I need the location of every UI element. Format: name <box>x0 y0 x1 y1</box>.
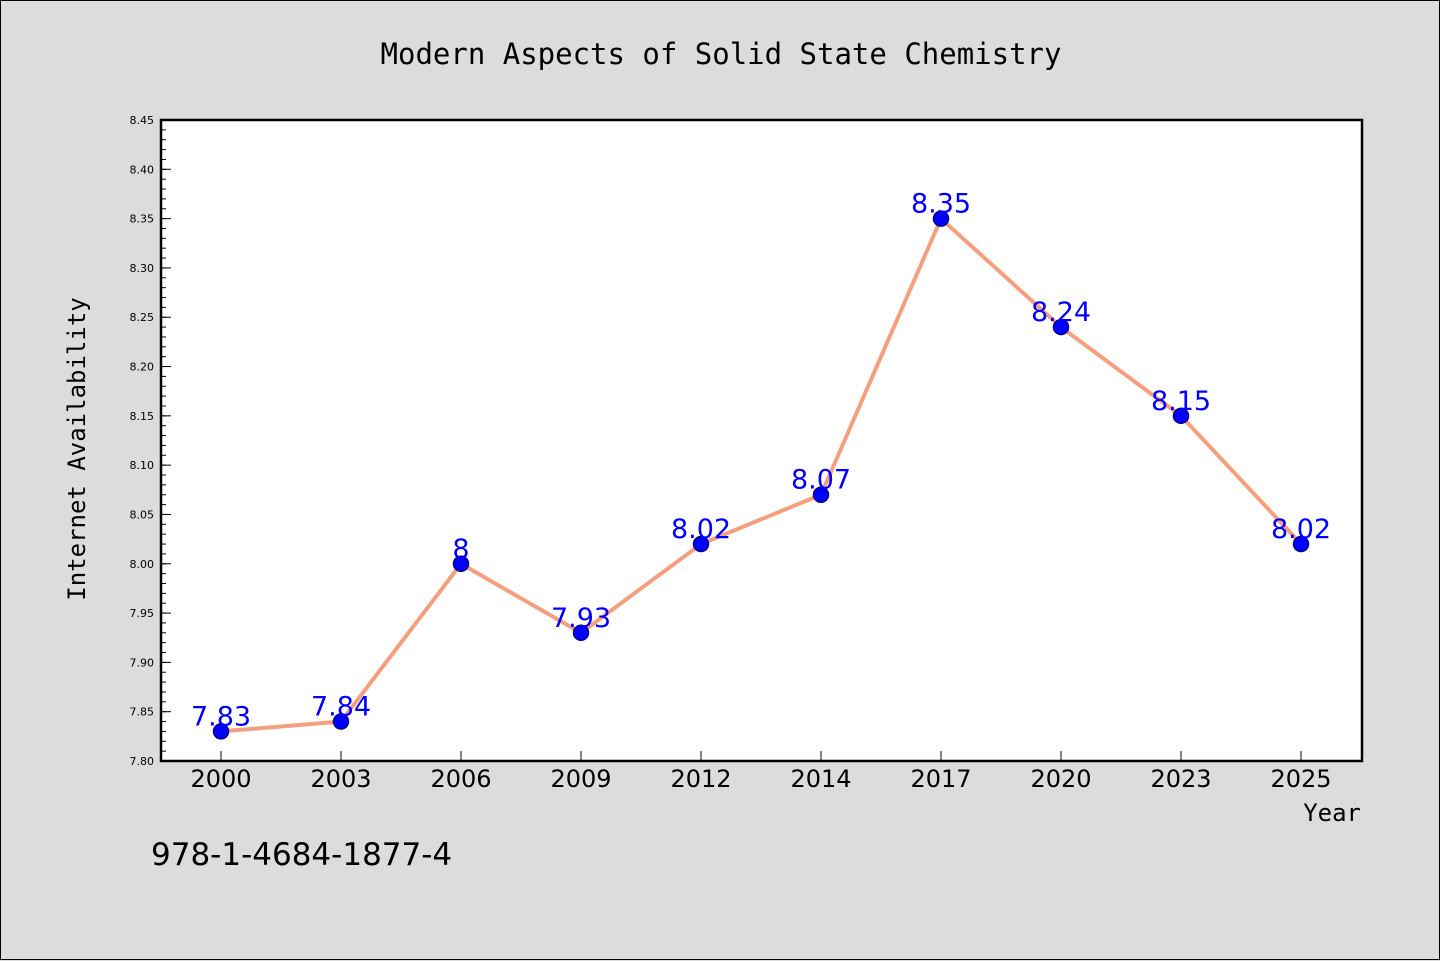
data-point <box>1052 318 1070 336</box>
x-tick-label: 2003 <box>310 765 371 793</box>
chart-title: Modern Aspects of Solid State Chemistry <box>381 37 1062 71</box>
x-tick-label: 2012 <box>670 765 731 793</box>
y-tick-label: 8.35 <box>130 213 155 226</box>
data-point <box>812 486 830 503</box>
y-tick-label: 8.10 <box>130 459 155 472</box>
data-label: 8.24 <box>1031 297 1091 328</box>
x-axis-ticks: 2000 2003 2006 2009 2012 2014 2017 2020 2023 2025 <box>190 751 1332 793</box>
data-point <box>1172 407 1190 425</box>
y-tick-label: 7.90 <box>130 656 155 669</box>
data-markers <box>212 210 1310 740</box>
x-tick-label: 2017 <box>910 765 971 793</box>
y-axis-ticks: 7.80 7.85 7.90 7.95 8.00 8.05 8.10 8.15 8.20 8.25… <box>130 114 171 768</box>
y-tick-label: 7.85 <box>130 706 155 719</box>
x-axis-label: Year <box>1303 799 1361 827</box>
y-tick-label: 8.20 <box>130 361 155 374</box>
x-tick-label: 2006 <box>430 765 491 793</box>
y-tick-label: 8.05 <box>130 508 155 521</box>
data-label: 7.93 <box>551 603 611 634</box>
data-point <box>212 723 230 740</box>
y-tick-label: 8.15 <box>130 410 155 423</box>
y-tick-label: 7.80 <box>130 755 155 768</box>
plot-area <box>161 120 1362 761</box>
data-label: 8.07 <box>791 465 851 496</box>
x-tick-label: 2014 <box>790 765 851 793</box>
data-label: 7.83 <box>191 701 251 732</box>
x-tick-label: 2000 <box>190 765 251 793</box>
x-tick-label: 2020 <box>1030 765 1091 793</box>
y-tick-label: 8.40 <box>130 163 155 176</box>
data-point <box>452 555 470 573</box>
y-tick-label: 8.30 <box>130 262 155 275</box>
y-axis-label: Internet Availability <box>63 297 91 600</box>
x-tick-label: 2009 <box>550 765 611 793</box>
y-tick-label: 7.95 <box>130 607 155 620</box>
x-tick-label: 2023 <box>1150 765 1211 793</box>
data-label: 8.02 <box>671 514 731 545</box>
data-label: 8 <box>452 534 469 565</box>
plot-frame <box>159 118 1364 763</box>
data-point <box>332 713 350 730</box>
data-point <box>932 210 950 227</box>
data-label: 8.15 <box>1151 386 1211 417</box>
data-point <box>1292 535 1310 553</box>
data-labels: 7.83 7.84 8 7.93 8.02 8.07 8.35 8.24 8.15 8.02 <box>191 189 1331 733</box>
y-tick-label: 8.45 <box>130 114 155 127</box>
y-tick-label: 8.00 <box>130 558 155 571</box>
series-line <box>220 216 1303 734</box>
data-label: 7.84 <box>311 692 371 723</box>
y-tick-label: 8.25 <box>130 311 155 324</box>
data-point <box>692 535 710 553</box>
data-point <box>572 624 590 642</box>
data-label: 8.35 <box>911 189 971 220</box>
footer-identifier: 978-1-4684-1877-4 <box>151 837 452 873</box>
x-tick-label: 2025 <box>1270 765 1331 793</box>
data-label: 8.02 <box>1271 514 1331 545</box>
